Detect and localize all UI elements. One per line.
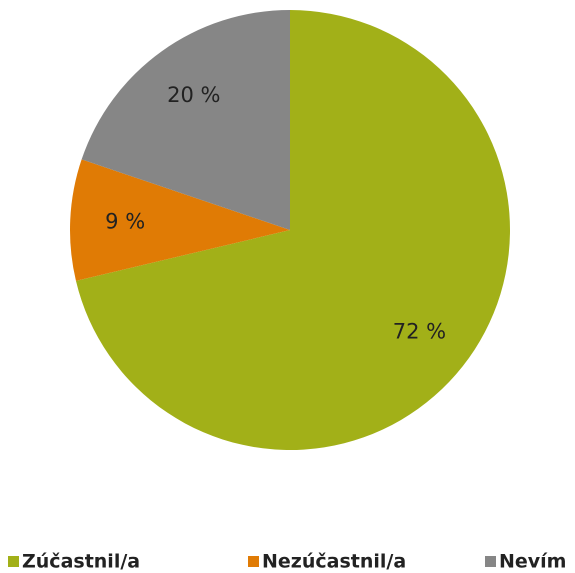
- legend-swatch: [248, 556, 259, 567]
- legend-label: Nevím: [499, 551, 566, 573]
- data-label: 20 %: [167, 83, 220, 107]
- legend-label: Zúčastnil/a: [22, 551, 140, 573]
- data-label: 9 %: [105, 209, 145, 233]
- pie-slice: [69, 159, 290, 281]
- legend-swatch: [485, 556, 496, 567]
- pie-slice: [81, 10, 290, 230]
- legend-swatch: [8, 556, 19, 567]
- legend-label: Nezúčastnil/a: [262, 551, 406, 573]
- pie-slice: [75, 10, 510, 450]
- data-label: 72 %: [393, 319, 446, 343]
